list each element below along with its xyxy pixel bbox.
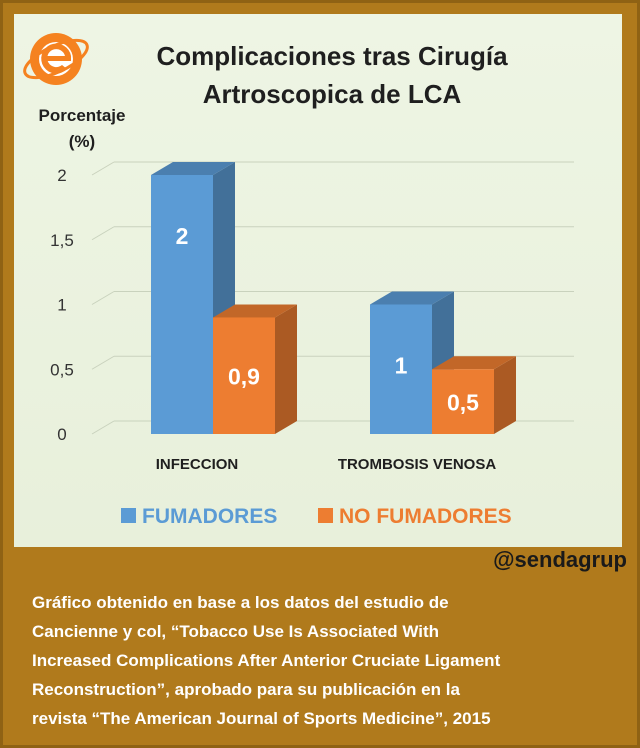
bar-data-label: 2 bbox=[176, 223, 189, 249]
handle-label: @sendagrup bbox=[493, 547, 627, 572]
chart-title: Complicaciones tras Cirugía Artroscopica … bbox=[156, 41, 508, 109]
bar-top bbox=[213, 304, 297, 318]
bar-side bbox=[275, 304, 297, 434]
legend-label: NO FUMADORES bbox=[339, 505, 512, 528]
grid-line-depth bbox=[91, 226, 115, 241]
y-axis-label-line: (%) bbox=[69, 132, 95, 151]
bar-chart: Complicaciones tras Cirugía Artroscopica … bbox=[23, 33, 574, 528]
senda-logo-icon bbox=[23, 33, 89, 85]
legend: FUMADORES NO FUMADORES bbox=[121, 505, 512, 528]
bars: 2 0,9 1 0,5 bbox=[151, 162, 516, 434]
bar-top bbox=[432, 356, 516, 370]
bar-data-label: 0,5 bbox=[447, 390, 479, 416]
y-tick-label: 0,5 bbox=[50, 360, 74, 379]
y-axis-label: Porcentaje (%) bbox=[39, 106, 126, 151]
bar-data-label: 1 bbox=[395, 353, 408, 379]
bar-top bbox=[370, 291, 454, 305]
legend-swatch bbox=[318, 508, 333, 523]
source-caption: Gráfico obtenido en base a los datos del… bbox=[32, 593, 501, 728]
y-tick-label: 2 bbox=[57, 166, 66, 185]
bar bbox=[213, 317, 275, 434]
grid-line-depth bbox=[91, 420, 115, 435]
grid-line-depth bbox=[91, 355, 115, 370]
chart-panel: Complicaciones tras Cirugía Artroscopica … bbox=[14, 14, 622, 547]
legend-swatch bbox=[121, 508, 136, 523]
chart-title-line: Artroscopica de LCA bbox=[203, 79, 462, 109]
bar bbox=[151, 175, 213, 434]
bar bbox=[432, 369, 494, 434]
x-tick-label: TROMBOSIS VENOSA bbox=[338, 456, 497, 473]
bar-top bbox=[151, 162, 235, 175]
bar bbox=[370, 304, 432, 434]
chart-title-line: Complicaciones tras Cirugía bbox=[156, 41, 508, 71]
grid-line-depth bbox=[91, 161, 115, 176]
y-tick-label: 1 bbox=[57, 296, 66, 315]
x-tick-label: INFECCION bbox=[156, 456, 239, 473]
bar-side bbox=[494, 356, 516, 434]
legend-label: FUMADORES bbox=[142, 505, 277, 528]
bar-data-label: 0,9 bbox=[228, 364, 260, 390]
y-tick-label: 1,5 bbox=[50, 231, 74, 250]
y-axis-label-line: Porcentaje bbox=[39, 106, 126, 125]
grid-line-depth bbox=[91, 291, 115, 305]
y-tick-label: 0 bbox=[57, 425, 66, 444]
x-axis-ticks: INFECCION TROMBOSIS VENOSA bbox=[156, 456, 497, 473]
